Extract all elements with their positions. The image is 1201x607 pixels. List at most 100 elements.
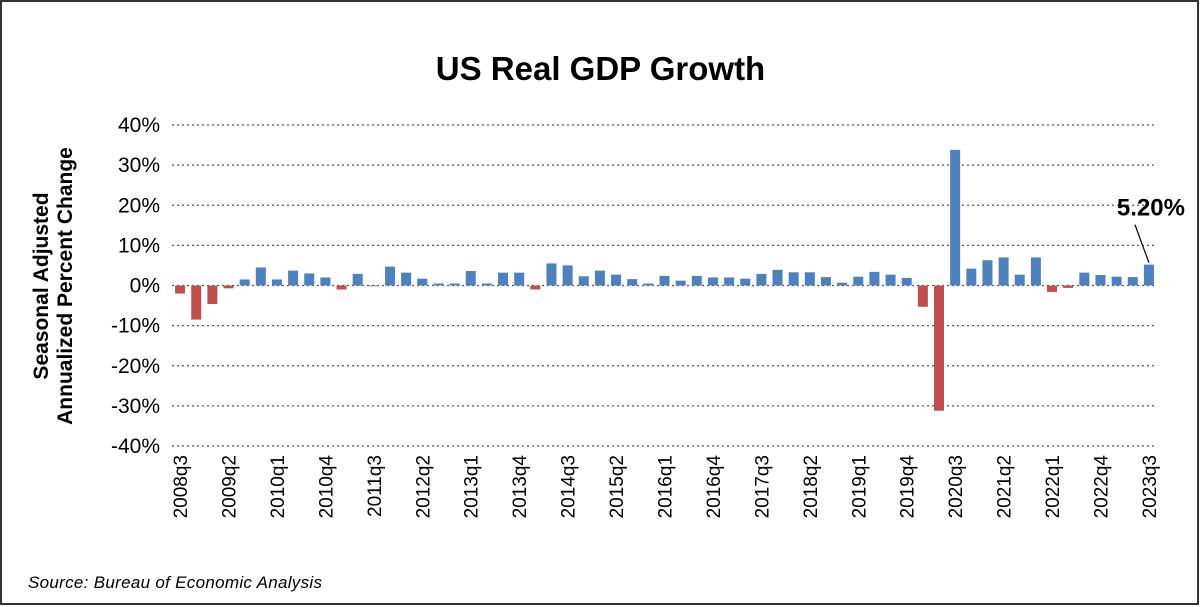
bar-2014q4 (578, 276, 589, 286)
bar-2014q1 (530, 285, 541, 290)
bar-2016q1 (659, 275, 670, 286)
chart-title: US Real GDP Growth (435, 50, 766, 87)
bar-2019q1 (853, 276, 864, 286)
bar-2016q2 (675, 280, 686, 286)
x-tick-label: 2016q1 (656, 455, 677, 518)
x-tick-label: 2010q4 (316, 455, 337, 519)
y-tick-label: 20% (118, 194, 160, 217)
annotation: 5.20% (1117, 195, 1185, 263)
bar-2019q4 (901, 277, 912, 286)
bar-2014q2 (546, 263, 557, 286)
bar-2013q4 (514, 272, 525, 286)
bar-2011q1 (336, 285, 347, 290)
bar-2015q1 (594, 270, 605, 286)
bar-2008q3 (175, 285, 186, 294)
source-note: Source: Bureau of Economic Analysis (28, 573, 323, 592)
bar-2011q2 (352, 273, 363, 286)
x-tick-label: 2008q3 (171, 455, 192, 518)
bar-2010q3 (304, 273, 315, 286)
x-tick-label: 2010q1 (268, 455, 289, 518)
bar-2023q2 (1127, 277, 1138, 286)
bar-2020q2 (934, 285, 945, 411)
bar-2018q2 (804, 272, 815, 286)
x-tick-label: 2018q2 (801, 455, 822, 518)
bars (175, 149, 1154, 411)
bar-2009q1 (207, 285, 218, 304)
bar-2010q1 (271, 279, 282, 286)
bar-2013q3 (498, 272, 509, 286)
bar-2015q4 (643, 283, 654, 286)
y-tick-label: -10% (111, 315, 160, 338)
x-tick-label: 2013q4 (510, 455, 531, 519)
bar-2012q3 (433, 283, 444, 286)
bar-2022q1 (1047, 285, 1058, 292)
x-tick-label: 2013q1 (462, 455, 483, 518)
x-tick-label: 2019q4 (898, 455, 919, 519)
bar-2022q3 (1079, 272, 1090, 286)
y-tick-label: 10% (118, 234, 160, 257)
annotation-leader-line (1134, 224, 1150, 263)
bar-2013q2 (481, 283, 492, 286)
bar-2017q2 (740, 278, 751, 286)
bar-2016q3 (691, 275, 702, 286)
bar-2019q2 (869, 271, 880, 286)
x-tick-label: 2022q4 (1091, 455, 1112, 519)
x-tick-label: 2023q3 (1140, 455, 1161, 518)
x-tick-label: 2015q2 (607, 455, 628, 518)
bar-2022q4 (1095, 275, 1106, 286)
bar-2021q4 (1030, 257, 1041, 286)
gridlines (172, 124, 1157, 447)
bar-2021q2 (998, 257, 1009, 286)
x-tick-label: 2012q2 (413, 455, 434, 518)
bar-2021q3 (1014, 274, 1025, 286)
x-tick-label: 2016q4 (704, 455, 725, 519)
y-tick-label: -40% (111, 435, 160, 458)
bar-2019q3 (885, 274, 896, 286)
bar-2009q4 (255, 267, 266, 286)
bar-2022q2 (1063, 285, 1074, 288)
bar-2023q3 (1143, 264, 1154, 286)
bar-2017q1 (724, 277, 735, 286)
bar-2011q4 (384, 266, 395, 286)
y-tick-label: 30% (118, 154, 160, 177)
x-tick-label: 2022q1 (1043, 455, 1064, 518)
y-tick-label: 0% (130, 275, 160, 298)
bar-2020q3 (950, 149, 961, 286)
bar-2009q3 (239, 279, 250, 286)
bar-2018q1 (788, 272, 799, 286)
bar-2008q4 (191, 285, 202, 320)
x-tick-label: 2021q2 (995, 455, 1016, 518)
bar-2018q4 (837, 282, 848, 286)
x-tick-labels: 2008q3 2009q2 2010q1 2010q4 2011q3 2012q2 2013… (171, 455, 1161, 519)
bar-2014q3 (562, 265, 573, 286)
x-tick-label: 2011q3 (365, 455, 386, 517)
bar-2018q3 (820, 277, 831, 286)
bar-2023q1 (1111, 276, 1122, 286)
y-tick-label: -20% (111, 355, 160, 378)
bar-2010q4 (320, 277, 331, 286)
bar-2017q3 (756, 273, 767, 286)
y-tick-label: -30% (111, 395, 160, 418)
x-tick-label: 2020q3 (946, 455, 967, 518)
bar-2012q1 (401, 272, 412, 286)
bar-2012q2 (417, 278, 428, 286)
x-tick-label: 2017q3 (752, 455, 773, 518)
x-tick-label: 2019q1 (849, 455, 870, 518)
y-tick-label: 40% (118, 114, 160, 137)
bar-2020q1 (917, 285, 928, 307)
bar-2012q4 (449, 283, 460, 286)
bar-2015q3 (627, 279, 638, 286)
bar-2021q1 (982, 260, 993, 286)
bar-2010q2 (288, 270, 299, 286)
bar-2015q2 (611, 274, 622, 286)
annotation-label: 5.20% (1117, 195, 1185, 222)
bar-2020q4 (966, 268, 977, 286)
bar-2017q4 (772, 269, 783, 286)
bar-2011q3 (368, 285, 379, 287)
bar-2016q4 (707, 277, 718, 286)
y-tick-labels: 40% 30% 20% 10% 0% -10% -20% -30% -40% (111, 114, 160, 458)
x-tick-label: 2014q3 (559, 455, 580, 518)
bar-2009q2 (223, 285, 234, 289)
bar-2013q1 (465, 271, 476, 286)
